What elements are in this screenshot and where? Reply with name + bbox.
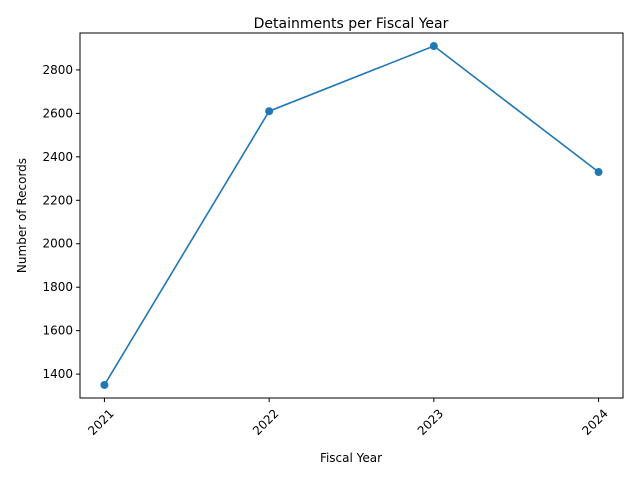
data-point — [429, 42, 438, 51]
y-tick-label: 1800 — [42, 280, 73, 294]
x-tick-label: 2021 — [85, 406, 116, 437]
data-point — [594, 168, 603, 177]
data-point — [100, 380, 109, 389]
x-axis: 2021 2022 2023 2024 — [85, 398, 611, 438]
y-tick-label: 2400 — [42, 150, 73, 164]
x-axis-label: Fiscal Year — [320, 451, 382, 465]
y-axis: 1400 1600 1800 2000 2200 2400 2600 2800 — [42, 63, 80, 381]
y-tick-label: 1400 — [42, 367, 73, 381]
y-tick-label: 2200 — [42, 193, 73, 207]
y-tick-label: 2000 — [42, 237, 73, 251]
data-point — [265, 107, 274, 116]
y-tick-label: 2800 — [42, 63, 73, 77]
y-tick-label: 1600 — [42, 324, 73, 338]
series-group — [100, 42, 603, 389]
plot-area-frame — [79, 32, 624, 399]
series-line — [103, 45, 600, 386]
y-axis-label: Number of Records — [15, 158, 29, 273]
x-tick-label: 2023 — [415, 406, 446, 437]
chart-title: Detainments per Fiscal Year — [254, 16, 449, 32]
y-tick-label: 2600 — [42, 106, 73, 120]
x-tick-label: 2022 — [250, 406, 281, 437]
x-tick-label: 2024 — [579, 406, 610, 437]
